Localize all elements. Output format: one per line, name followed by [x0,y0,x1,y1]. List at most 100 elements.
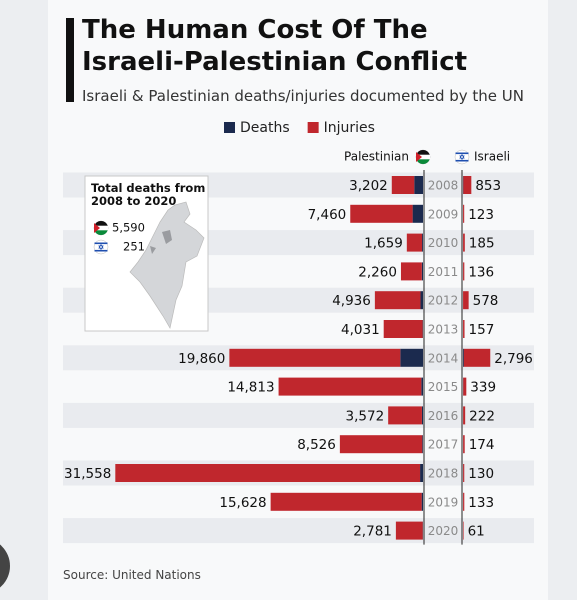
bar-segment [388,406,422,425]
flag [454,149,470,165]
bar-segment [463,464,465,482]
bar-segment [400,348,423,367]
bar-segment [463,233,465,252]
value-label: 133 [468,495,494,511]
ui-button [0,544,10,588]
bar-segment [400,262,422,281]
row-stripe [63,402,534,428]
bar-segment [383,320,423,338]
bar-segment [422,435,423,454]
bar-segment [463,435,465,454]
flag [94,242,108,245]
legend-label: Injuries [324,120,375,136]
source: Source: United Nations [63,568,201,582]
bar-segment [278,377,422,396]
title-bar [66,18,74,102]
value-label: 4,031 [341,322,380,338]
flag [416,152,422,162]
bar-segment [463,406,466,425]
bar-segment [395,521,423,540]
bar-segment [421,492,423,511]
value-label: 174 [469,437,495,453]
bar-segment [463,521,464,540]
year-label: 2009 [428,207,459,221]
bar-segment [420,464,423,482]
value-label: 8,526 [297,437,336,453]
legend-label: Deaths [240,120,290,136]
legend-swatch [307,122,319,133]
side-header: Palestinian [344,150,409,164]
bar-segment [422,233,423,252]
year-label: 2015 [428,380,459,394]
flag [459,153,465,161]
bar-segment [391,176,415,194]
bar-segment [406,233,423,252]
bar-segment [463,204,465,223]
bar-segment [463,262,465,281]
inset-value: 251 [123,240,145,254]
bar-segment [463,348,464,367]
year-label: 2020 [428,524,459,538]
bar-segment [463,291,469,310]
bar-segment [270,492,422,511]
value-label: 130 [468,466,494,482]
value-label: 157 [469,322,495,338]
flag [94,249,108,252]
year-label: 2010 [428,236,459,250]
bar-segment [414,176,423,194]
year-label: 2012 [428,294,459,308]
value-label: 15,628 [219,495,266,511]
value-label: 339 [470,380,496,396]
bar-segment [463,377,467,396]
bar-segment [421,406,423,425]
flag [416,154,430,160]
year-label: 2018 [428,467,459,481]
legend-swatch [224,122,235,133]
bar-segment [115,464,421,482]
value-label: 578 [473,293,499,309]
bar-segment [229,348,401,367]
flag [94,225,108,231]
flag [94,223,100,233]
year-label: 2011 [428,265,459,279]
value-label: 2,796 [494,351,533,367]
value-label: 136 [468,264,494,280]
year-label: 2014 [428,351,459,365]
inset-title: Total deaths from 2008 to 2020 [91,181,205,208]
value-label: 31,558 [64,466,111,482]
value-label: 7,460 [308,207,347,223]
inset-title-line: 2008 to 2020 [91,194,176,208]
value-label: 61 [468,524,485,540]
inset-value: 5,590 [112,221,145,235]
value-label: 1,659 [364,236,403,252]
inset-title-line: Total deaths from [91,181,205,195]
year-label: 2017 [428,438,459,452]
bar-segment [420,291,423,310]
bar-segment [421,377,423,396]
value-label: 19,860 [178,351,225,367]
bar-segment [339,435,423,454]
value-label: 3,202 [349,178,388,194]
value-label: 123 [468,207,494,223]
flag [455,159,469,162]
value-label: 3,572 [346,408,385,424]
year-label: 2016 [428,409,459,423]
flag [98,243,104,251]
chart-subtitle: Israeli & Palestinian deaths/injuries do… [82,87,525,105]
year-label: 2008 [428,179,459,193]
bar-segment [463,176,472,194]
bar-segment [421,262,423,281]
row-stripe [63,518,534,544]
flag [455,152,469,155]
value-label: 2,781 [353,524,392,540]
year-label: 2019 [428,495,459,509]
bar-segment [463,320,465,338]
inset-map [150,230,172,254]
bar-segment [463,348,491,367]
value-label: 222 [469,408,495,424]
side-header: Israeli [474,150,510,164]
inset-map [129,201,205,329]
value-label: 2,260 [358,264,397,280]
